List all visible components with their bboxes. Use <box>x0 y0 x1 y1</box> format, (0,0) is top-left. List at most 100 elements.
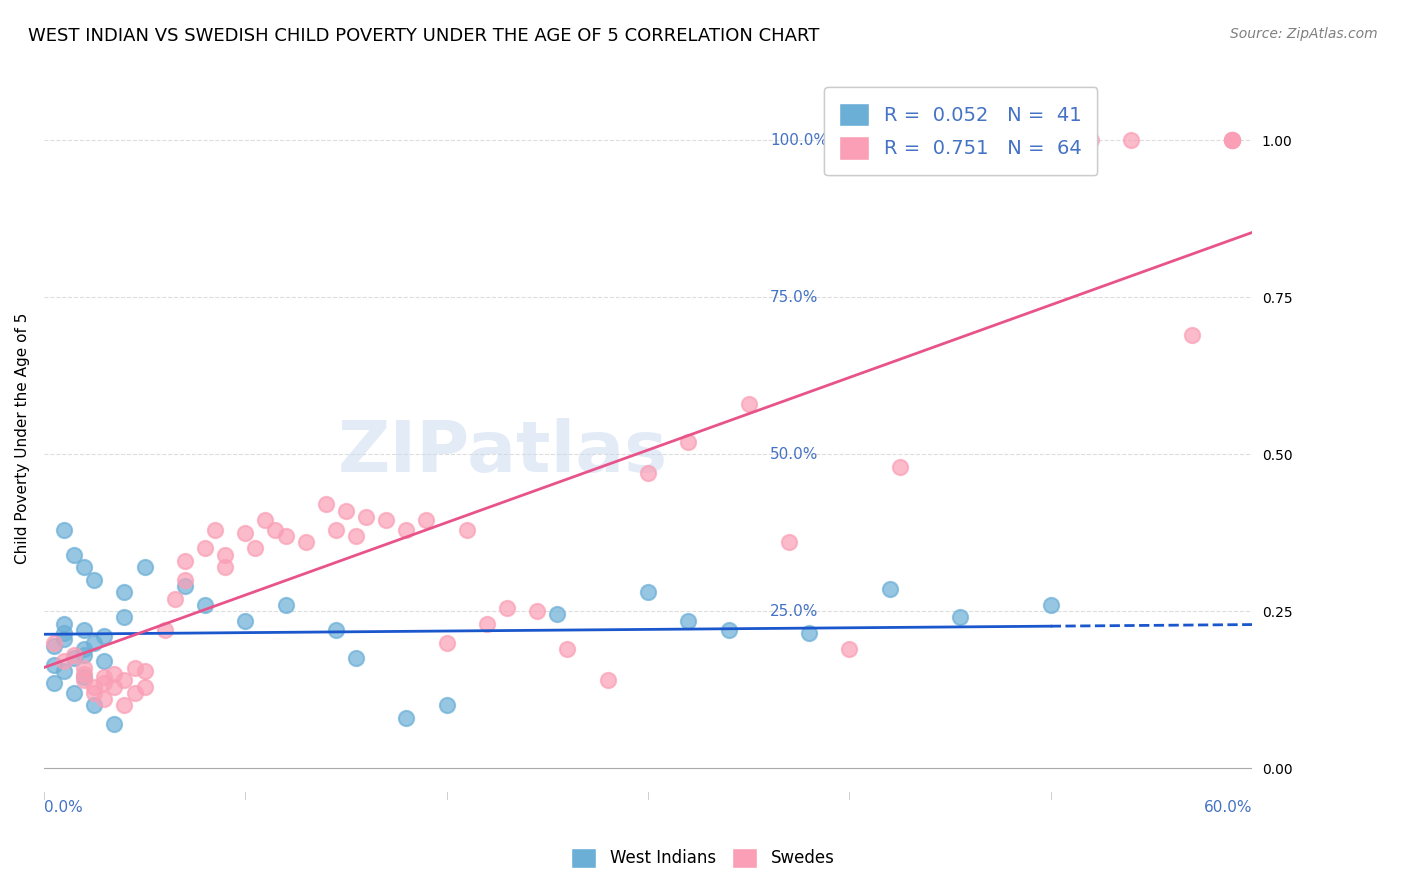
Point <box>354 510 377 524</box>
Point <box>124 661 146 675</box>
Text: 75.0%: 75.0% <box>770 290 818 305</box>
Point <box>53 523 76 537</box>
Point <box>114 698 136 713</box>
Point <box>1000 133 1022 147</box>
Point <box>949 610 972 624</box>
Point <box>254 513 277 527</box>
Point <box>73 661 96 675</box>
Point <box>53 616 76 631</box>
Point <box>546 607 568 622</box>
Point <box>42 639 65 653</box>
Point <box>134 664 156 678</box>
Point <box>173 554 195 568</box>
Point <box>63 651 86 665</box>
Point <box>194 541 217 556</box>
Text: Source: ZipAtlas.com: Source: ZipAtlas.com <box>1230 27 1378 41</box>
Point <box>73 623 96 637</box>
Point <box>173 579 195 593</box>
Point <box>939 133 962 147</box>
Point <box>73 673 96 688</box>
Point <box>335 504 357 518</box>
Point <box>456 523 478 537</box>
Point <box>63 648 86 662</box>
Point <box>214 548 236 562</box>
Point <box>637 466 659 480</box>
Point <box>42 635 65 649</box>
Point <box>93 654 115 668</box>
Point <box>315 498 337 512</box>
Point <box>436 635 458 649</box>
Point <box>1039 133 1062 147</box>
Text: WEST INDIAN VS SWEDISH CHILD POVERTY UNDER THE AGE OF 5 CORRELATION CHART: WEST INDIAN VS SWEDISH CHILD POVERTY UND… <box>28 27 820 45</box>
Point <box>294 535 316 549</box>
Point <box>83 573 105 587</box>
Point <box>83 635 105 649</box>
Point <box>1080 133 1102 147</box>
Text: 50.0%: 50.0% <box>770 447 818 462</box>
Legend: West Indians, Swedes: West Indians, Swedes <box>565 841 841 875</box>
Point <box>53 654 76 668</box>
Point <box>678 614 700 628</box>
Point <box>53 632 76 647</box>
Point <box>93 629 115 643</box>
Point <box>637 585 659 599</box>
Point <box>153 623 176 637</box>
Point <box>103 717 125 731</box>
Point <box>173 573 195 587</box>
Point <box>496 601 519 615</box>
Point <box>53 626 76 640</box>
Point <box>93 692 115 706</box>
Point <box>103 680 125 694</box>
Point <box>737 397 759 411</box>
Point <box>1220 133 1243 147</box>
Point <box>114 585 136 599</box>
Text: ZIPatlas: ZIPatlas <box>337 418 668 487</box>
Point <box>194 598 217 612</box>
Point <box>214 560 236 574</box>
Point <box>114 673 136 688</box>
Point <box>83 686 105 700</box>
Point <box>838 641 860 656</box>
Point <box>344 529 367 543</box>
Point <box>395 523 418 537</box>
Point <box>73 667 96 681</box>
Point <box>42 676 65 690</box>
Point <box>717 623 740 637</box>
Point <box>1121 133 1143 147</box>
Point <box>596 673 619 688</box>
Point <box>557 641 579 656</box>
Point <box>73 560 96 574</box>
Point <box>124 686 146 700</box>
Point <box>526 604 548 618</box>
Point <box>93 676 115 690</box>
Point <box>245 541 267 556</box>
Point <box>325 623 347 637</box>
Text: 60.0%: 60.0% <box>1204 799 1253 814</box>
Text: 25.0%: 25.0% <box>770 604 818 619</box>
Point <box>889 459 911 474</box>
Point <box>475 616 498 631</box>
Point <box>42 657 65 672</box>
Point <box>134 560 156 574</box>
Point <box>53 664 76 678</box>
Point <box>778 535 800 549</box>
Text: 0.0%: 0.0% <box>44 799 83 814</box>
Point <box>436 698 458 713</box>
Point <box>114 610 136 624</box>
Point <box>1220 133 1243 147</box>
Point <box>73 648 96 662</box>
Point <box>233 614 256 628</box>
Point <box>879 582 901 597</box>
Point <box>73 670 96 684</box>
Point <box>264 523 287 537</box>
Point <box>83 698 105 713</box>
Point <box>1220 133 1243 147</box>
Y-axis label: Child Poverty Under the Age of 5: Child Poverty Under the Age of 5 <box>15 313 30 564</box>
Point <box>134 680 156 694</box>
Point <box>93 670 115 684</box>
Point <box>204 523 226 537</box>
Point <box>83 680 105 694</box>
Point <box>325 523 347 537</box>
Point <box>344 651 367 665</box>
Point <box>103 667 125 681</box>
